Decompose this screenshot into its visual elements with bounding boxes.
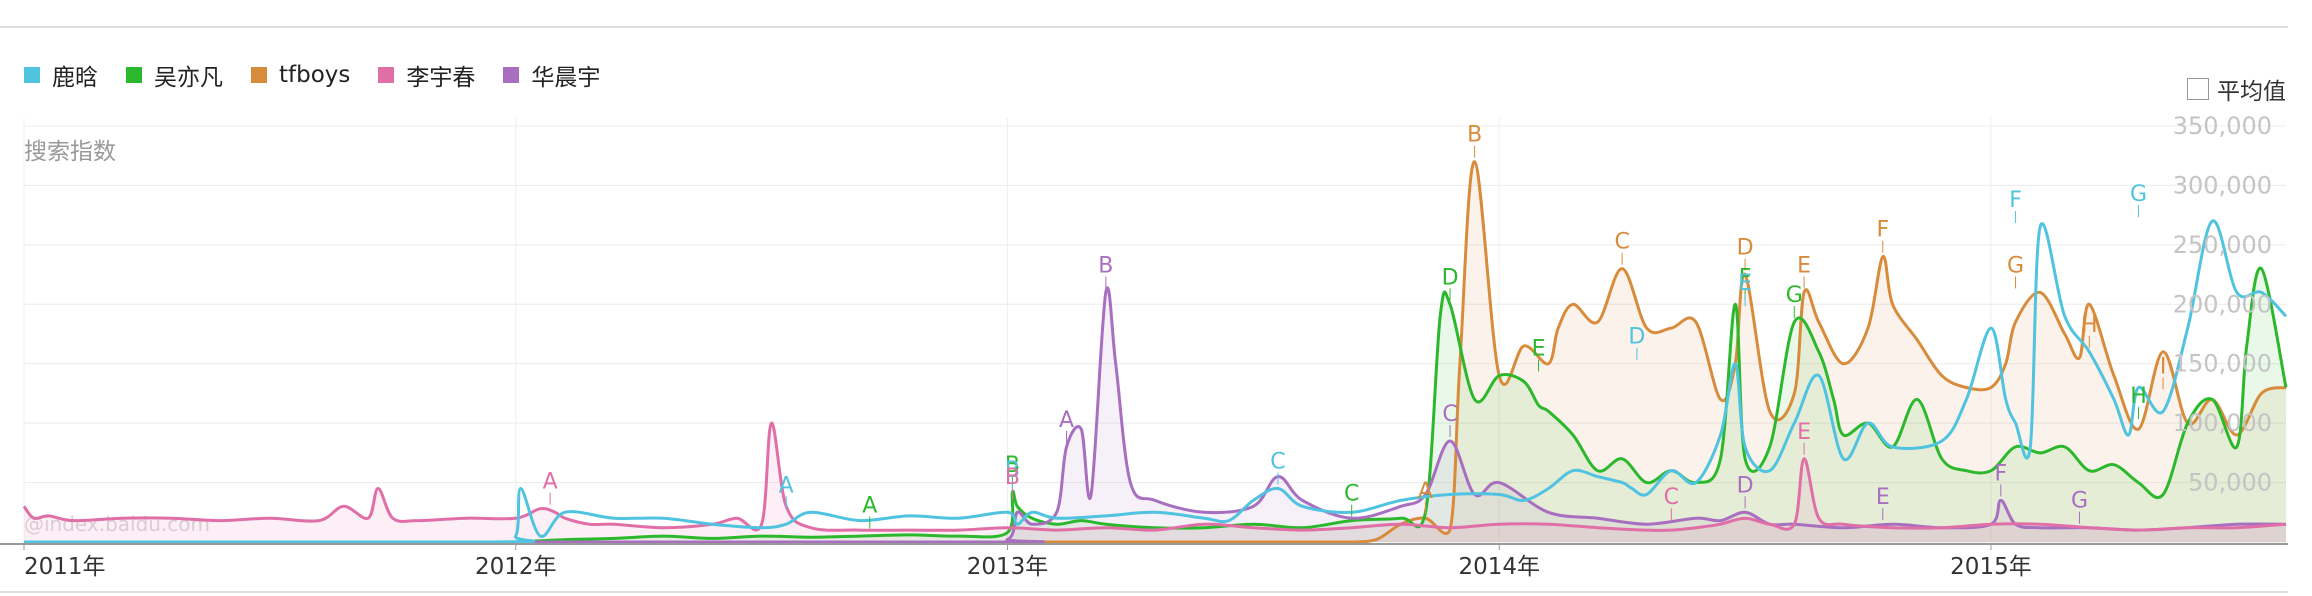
average-toggle[interactable]: 平均值	[2187, 72, 2286, 106]
annotation-label: E	[1532, 337, 1546, 362]
annotation-label: D	[1737, 473, 1754, 498]
legend-swatch	[378, 67, 395, 83]
annotation-label: A	[543, 470, 558, 495]
annotation-label: C	[1270, 450, 1285, 475]
annotation-label: G	[1786, 283, 1803, 308]
y-tick-label: 250,000	[2173, 231, 2272, 259]
series-area	[24, 161, 2286, 542]
annotation-label: G	[2130, 182, 2147, 207]
annotation-label: G	[2071, 489, 2088, 514]
y-tick-label: 100,000	[2173, 409, 2272, 437]
legend-swatch	[503, 67, 520, 83]
legend-label: 吴亦凡	[154, 65, 223, 91]
y-tick-label: 50,000	[2188, 469, 2272, 497]
annotation-label: F	[1876, 218, 1889, 243]
annotation-label: G	[2007, 253, 2024, 278]
series-line	[23, 219, 2288, 544]
x-tick-label: 2011年	[24, 554, 106, 580]
legend-label: 李宇春	[406, 65, 476, 91]
legend-swatch	[126, 67, 142, 83]
legend-item[interactable]: tfboys	[251, 62, 350, 88]
annotation-label: H	[2130, 384, 2147, 409]
y-axis-title: 搜索指数	[24, 139, 116, 165]
y-tick-label: 150,000	[2173, 350, 2272, 378]
annotation-label: B	[1005, 465, 1020, 490]
annotation-label: F	[1994, 461, 2007, 486]
series-line	[23, 266, 2288, 544]
series-area	[24, 268, 2286, 542]
annotation-label: C	[1442, 402, 1457, 427]
legend-label: 鹿晗	[52, 65, 98, 91]
annotation-label: C	[1614, 230, 1629, 255]
legend: 鹿晗 吴亦凡 tfboys 李宇春 华晨宇	[24, 58, 628, 92]
y-tick-label: 200,000	[2173, 290, 2272, 318]
average-label: 平均值	[2217, 79, 2286, 105]
legend-label: 华晨宇	[531, 65, 601, 91]
average-checkbox[interactable]	[2187, 78, 2209, 100]
annotation-label: A	[862, 493, 877, 518]
x-tick-label: 2012年	[475, 554, 557, 580]
annotation-label: B	[1467, 123, 1482, 148]
y-tick-label: 300,000	[2173, 171, 2272, 199]
legend-item[interactable]: 华晨宇	[503, 58, 600, 92]
annotation-label: D	[1628, 325, 1645, 350]
annotation-label: B	[1005, 458, 1020, 483]
annotation-label: F	[2009, 188, 2022, 213]
annotation-label: H	[2081, 313, 2098, 338]
legend-item[interactable]: 李宇春	[378, 58, 475, 92]
legend-item[interactable]: 吴亦凡	[126, 58, 223, 92]
annotation-label: B	[1005, 453, 1020, 478]
series-line	[22, 421, 2287, 532]
annotation-label: A	[1418, 479, 1433, 504]
annotation-label: E	[1738, 271, 1752, 296]
annotation-label: D	[1442, 265, 1459, 290]
series-area	[24, 423, 2286, 542]
legend-item[interactable]: 鹿晗	[24, 58, 98, 92]
x-tick-label: 2015年	[1950, 554, 2032, 580]
legend-swatch	[24, 67, 40, 83]
annotation-label: D	[1737, 236, 1754, 261]
annotation-label: E	[1797, 253, 1811, 278]
annotation-label: E	[1797, 420, 1811, 445]
annotation-label: C	[1664, 485, 1679, 510]
annotation-label: F	[1739, 265, 1752, 290]
annotation-label: C	[1344, 482, 1359, 507]
annotation-label: A	[1059, 408, 1074, 433]
top-divider	[0, 26, 2288, 28]
x-tick-label: 2013年	[967, 554, 1049, 580]
legend-swatch	[251, 67, 267, 83]
annotation-label: I	[2160, 354, 2167, 379]
annotation-label: E	[1876, 485, 1890, 510]
x-tick-label: 2014年	[1458, 554, 1540, 580]
y-tick-label: 350,000	[2173, 112, 2272, 140]
annotation-label: A	[779, 473, 794, 498]
annotation-label: B	[1098, 253, 1113, 278]
legend-label: tfboys	[279, 62, 351, 88]
